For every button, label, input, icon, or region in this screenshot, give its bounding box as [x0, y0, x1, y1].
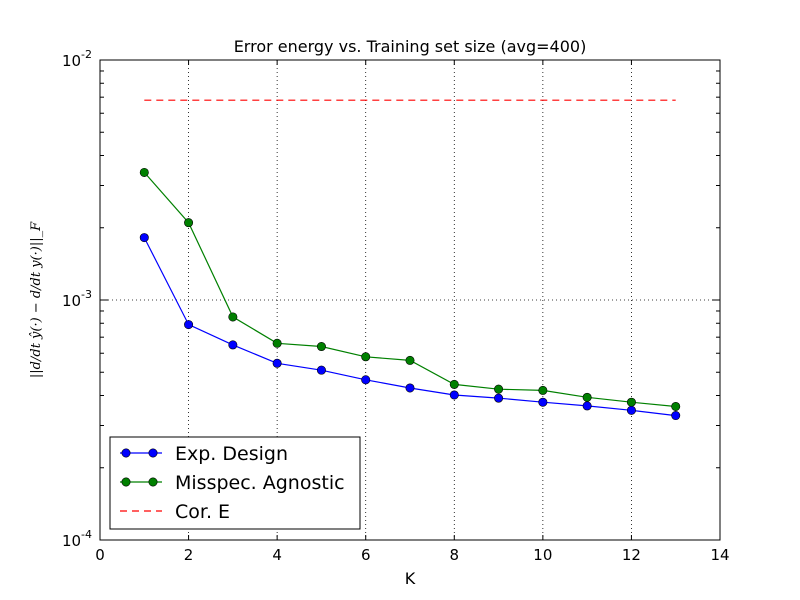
legend-item: Exp. Design: [120, 443, 288, 465]
x-tick-label: 4: [272, 546, 282, 564]
legend-label: Misspec. Agnostic: [175, 472, 345, 494]
data-point: [272, 358, 282, 368]
data-point: [449, 379, 459, 389]
series-layer: [139, 99, 681, 421]
legend-marker: [148, 448, 158, 458]
data-point: [582, 392, 592, 402]
y-tick-label: 10-3: [62, 288, 92, 310]
data-point: [626, 405, 636, 415]
data-point: [405, 355, 415, 365]
x-tick-label: 0: [95, 546, 105, 564]
y-axis-label: ||d/dt ŷ(·) − d/dt y(·)||_F: [29, 221, 44, 378]
data-point: [671, 401, 681, 411]
plot-frame: [99, 59, 721, 541]
data-point: [449, 390, 459, 400]
chart-title: Error energy vs. Training set size (avg=…: [234, 37, 587, 56]
y-tick-labels: 10-4 10-3 10-2: [62, 48, 92, 550]
legend: Exp. Design Misspec. Agnostic Cor. E: [109, 436, 361, 530]
grid: [100, 60, 720, 540]
x-tick-label: 10: [533, 546, 552, 564]
data-point: [494, 384, 504, 394]
data-point: [228, 312, 238, 322]
data-point: [272, 338, 282, 348]
data-point: [361, 352, 371, 362]
data-point: [316, 342, 326, 352]
legend-label: Cor. E: [175, 501, 230, 523]
x-tick-label: 8: [450, 546, 460, 564]
data-point: [228, 340, 238, 350]
data-point: [184, 320, 194, 330]
data-point: [494, 393, 504, 403]
y-tick-label: 10-4: [62, 528, 92, 550]
x-tick-label: 14: [710, 546, 729, 564]
series-exp-design: [139, 233, 681, 421]
x-tick-labels: 0 2 4 6 8 10 12 14: [95, 546, 729, 564]
data-point: [538, 385, 548, 395]
data-point: [139, 167, 149, 177]
legend-item: Misspec. Agnostic: [120, 472, 345, 494]
x-tick-label: 6: [361, 546, 371, 564]
data-point: [671, 411, 681, 421]
data-point: [361, 375, 371, 385]
legend-label: Exp. Design: [175, 443, 288, 465]
data-point: [626, 397, 636, 407]
legend-item: Cor. E: [120, 501, 230, 523]
data-point: [139, 233, 149, 243]
x-tick-label: 2: [184, 546, 194, 564]
y-tick-label: 10-2: [62, 48, 92, 70]
x-axis-label: K: [405, 569, 416, 588]
data-point: [405, 383, 415, 393]
data-point: [582, 401, 592, 411]
data-point: [316, 365, 326, 375]
data-point: [538, 397, 548, 407]
legend-marker: [121, 477, 131, 487]
legend-marker: [121, 448, 131, 458]
data-point: [184, 218, 194, 228]
legend-marker: [148, 477, 158, 487]
x-tick-label: 12: [622, 546, 641, 564]
series-misspec-agnostic: [139, 167, 681, 411]
